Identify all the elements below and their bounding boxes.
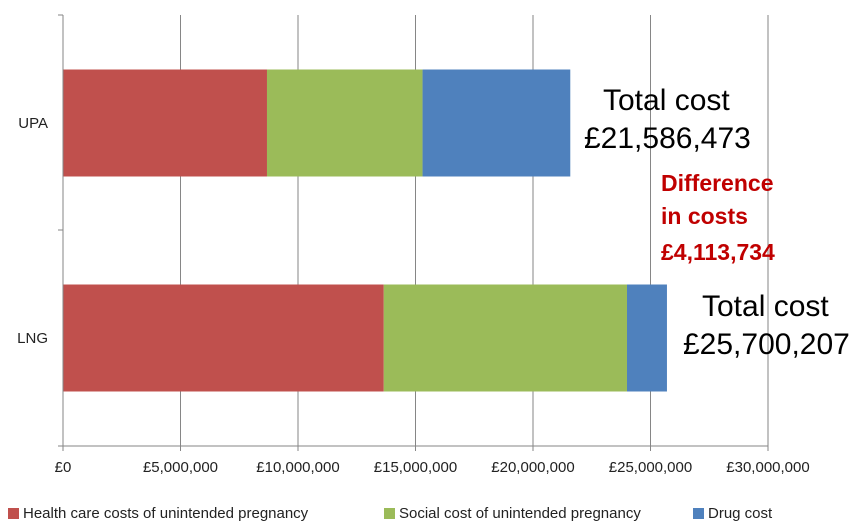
x-tick-label: £20,000,000 — [491, 459, 574, 476]
bar-segment — [63, 284, 384, 392]
lng-total-line2: £25,700,207 — [683, 328, 850, 361]
category-labels: UPA LNG — [17, 115, 48, 347]
category-label: LNG — [17, 330, 48, 347]
legend-label: Health care costs of unintended pregnanc… — [23, 505, 309, 522]
x-tick-label: £25,000,000 — [609, 459, 692, 476]
upa-total-line1: Total cost — [603, 84, 730, 117]
legend-swatch — [384, 508, 395, 519]
axes — [62, 15, 768, 447]
difference-line3: £4,113,734 — [661, 239, 775, 265]
annotation-difference: Difference in costs £4,113,734 — [661, 170, 775, 265]
category-label: UPA — [18, 115, 48, 132]
legend-swatch — [693, 508, 704, 519]
difference-line2: in costs — [661, 203, 748, 229]
x-tick-label: £30,000,000 — [726, 459, 809, 476]
x-tick-label: £5,000,000 — [143, 459, 218, 476]
difference-line1: Difference — [661, 170, 773, 196]
legend-label: Social cost of unintended pregnancy — [399, 505, 641, 522]
x-tick-labels: £0 £5,000,000 £10,000,000 £15,000,000 £20,00… — [55, 459, 810, 476]
lng-total-line1: Total cost — [702, 290, 829, 323]
upa-total-line2: £21,586,473 — [584, 122, 751, 155]
legend-label: Drug cost — [708, 505, 773, 522]
legend-swatch — [8, 508, 19, 519]
bar-segment — [422, 69, 571, 177]
x-tick-label: £15,000,000 — [374, 459, 457, 476]
annotation-lng-total: Total cost £25,700,207 — [683, 290, 850, 361]
x-tick-label: £0 — [55, 459, 72, 476]
bars — [63, 69, 667, 392]
bar-segment — [627, 284, 667, 392]
legend: Health care costs of unintended pregnanc… — [8, 505, 773, 522]
bar-segment — [266, 69, 423, 177]
annotation-upa-total: Total cost £21,586,473 — [584, 84, 751, 155]
bar-segment — [63, 69, 267, 177]
x-tick-label: £10,000,000 — [256, 459, 339, 476]
bar-segment — [383, 284, 627, 392]
